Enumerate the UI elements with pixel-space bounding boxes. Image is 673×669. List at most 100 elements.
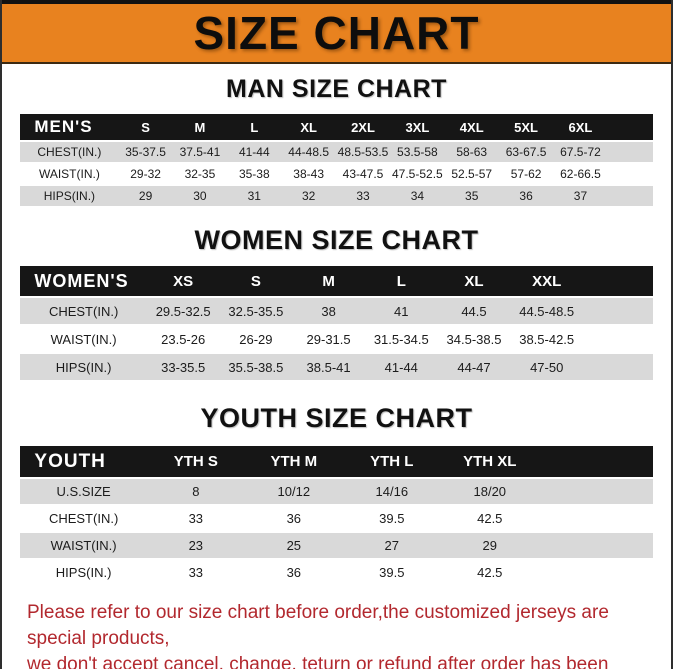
women-column-header: S: [219, 266, 293, 298]
youth-section-title: YOUTH SIZE CHART: [200, 403, 473, 433]
size-cell: 42.5: [440, 505, 539, 533]
youth-column-header: YTH L: [342, 446, 441, 479]
footer-note: Please refer to our size chart before or…: [2, 600, 671, 669]
size-cell: 18/20: [440, 478, 539, 506]
youth-header-filler: [538, 446, 653, 479]
youth-ussize-row: U.S.SIZE 8 10/12 14/16 18/20: [20, 478, 653, 506]
row-filler: [538, 505, 653, 533]
size-cell: 31: [227, 185, 282, 208]
size-cell: 67.5-72: [553, 141, 608, 164]
size-cell: 29: [118, 185, 173, 208]
row-filler: [538, 532, 653, 560]
size-cell: 38-43: [281, 163, 336, 186]
men-column-header: 3XL: [390, 114, 445, 142]
row-label: CHEST(IN.): [20, 141, 119, 164]
men-header-row: MEN'S S M L XL 2XL 3XL 4XL 5XL 6XL: [20, 114, 653, 142]
row-label: WAIST(IN.): [20, 532, 147, 560]
size-cell: 33: [335, 185, 391, 208]
row-label: CHEST(IN.): [20, 297, 147, 326]
youth-waist-row: WAIST(IN.) 23 25 27 29: [20, 532, 653, 560]
size-cell: 38: [292, 297, 365, 326]
man-section-title: MAN SIZE CHART: [226, 75, 447, 103]
youth-chest-row: CHEST(IN.) 33 36 39.5 42.5: [20, 505, 653, 533]
women-header-filler: [583, 266, 653, 298]
size-cell: 32: [281, 185, 336, 208]
size-cell: 37.5-41: [172, 141, 228, 164]
row-label: U.S.SIZE: [20, 478, 147, 506]
size-cell: 27: [342, 532, 441, 560]
men-group-label: MEN'S: [20, 114, 119, 142]
row-label: WAIST(IN.): [20, 325, 147, 354]
size-cell: 58-63: [444, 141, 499, 164]
size-cell: 63-67.5: [498, 141, 554, 164]
size-cell: 29.5-32.5: [146, 297, 220, 326]
row-filler: [607, 185, 653, 208]
size-cell: 47-50: [510, 353, 584, 382]
size-cell: 38.5-42.5: [510, 325, 584, 354]
women-group-label: WOMEN'S: [20, 266, 147, 298]
size-cell: 35: [444, 185, 499, 208]
women-section-title: WOMEN SIZE CHART: [194, 225, 479, 255]
youth-header-row: YOUTH YTH S YTH M YTH L YTH XL: [20, 446, 653, 479]
size-cell: 14/16: [342, 478, 441, 506]
men-hips-row: HIPS(IN.) 29 30 31 32 33 34 35 36 37: [20, 185, 653, 208]
title-banner: SIZE CHART: [2, 4, 671, 64]
size-cell: 41: [364, 297, 438, 326]
size-cell: 62-66.5: [553, 163, 608, 186]
size-cell: 23: [146, 532, 245, 560]
size-cell: 29-32: [118, 163, 173, 186]
men-column-header: 6XL: [553, 114, 608, 142]
size-cell: 43-47.5: [335, 163, 391, 186]
row-filler: [538, 559, 653, 587]
footer-line-2: we don't accept cancel, change, teturn o…: [27, 654, 609, 669]
size-cell: 42.5: [440, 559, 539, 587]
row-filler: [583, 297, 653, 326]
men-header-filler: [607, 114, 653, 142]
page-title: SIZE CHART: [193, 7, 480, 59]
row-label: WAIST(IN.): [20, 163, 119, 186]
men-column-header: S: [118, 114, 173, 142]
men-column-header: L: [227, 114, 282, 142]
men-waist-row: WAIST(IN.) 29-32 32-35 35-38 38-43 43-47…: [20, 163, 653, 186]
women-column-header: M: [292, 266, 365, 298]
youth-size-table: YOUTH YTH S YTH M YTH L YTH XL U.S.SIZE …: [20, 446, 653, 587]
size-cell: 30: [172, 185, 228, 208]
size-cell: 44.5-48.5: [510, 297, 584, 326]
row-filler: [538, 478, 653, 506]
size-cell: 34.5-38.5: [437, 325, 511, 354]
size-cell: 26-29: [219, 325, 293, 354]
size-cell: 33: [146, 505, 245, 533]
size-cell: 32-35: [172, 163, 228, 186]
youth-column-header: YTH S: [146, 446, 245, 479]
women-hips-row: HIPS(IN.) 33-35.5 35.5-38.5 38.5-41 41-4…: [20, 353, 653, 382]
size-cell: 8: [146, 478, 245, 506]
size-cell: 47.5-52.5: [390, 163, 445, 186]
size-cell: 35.5-38.5: [219, 353, 293, 382]
size-cell: 10/12: [244, 478, 343, 506]
size-cell: 52.5-57: [444, 163, 499, 186]
size-cell: 39.5: [342, 505, 441, 533]
size-cell: 44-48.5: [281, 141, 336, 164]
women-column-header: XL: [437, 266, 511, 298]
men-column-header: 4XL: [444, 114, 499, 142]
size-cell: 29: [440, 532, 539, 560]
footer-line-1: Please refer to our size chart before or…: [27, 602, 609, 649]
row-label: HIPS(IN.): [20, 185, 119, 208]
row-label: CHEST(IN.): [20, 505, 147, 533]
youth-column-header: YTH M: [244, 446, 343, 479]
women-size-table: WOMEN'S XS S M L XL XXL CHEST(IN.) 29.5-…: [20, 266, 653, 382]
size-cell: 25: [244, 532, 343, 560]
women-column-header: XXL: [510, 266, 584, 298]
size-cell: 41-44: [227, 141, 282, 164]
row-label: HIPS(IN.): [20, 353, 147, 382]
size-cell: 32.5-35.5: [219, 297, 293, 326]
size-cell: 35-38: [227, 163, 282, 186]
top-black-bar: [2, 0, 671, 4]
size-cell: 36: [244, 559, 343, 587]
size-cell: 33: [146, 559, 245, 587]
size-cell: 29-31.5: [292, 325, 365, 354]
women-column-header: L: [364, 266, 438, 298]
men-column-header: M: [172, 114, 228, 142]
youth-hips-row: HIPS(IN.) 33 36 39.5 42.5: [20, 559, 653, 587]
size-cell: 44-47: [437, 353, 511, 382]
